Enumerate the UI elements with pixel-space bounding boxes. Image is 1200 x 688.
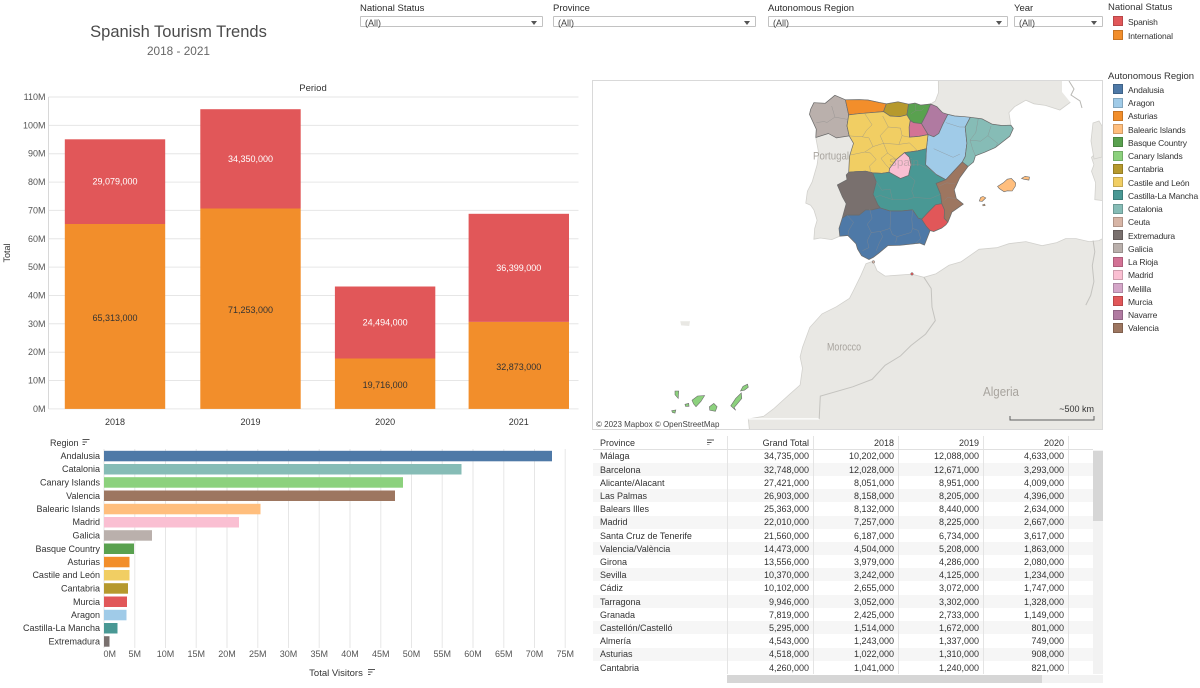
svg-text:45M: 45M <box>372 649 390 659</box>
svg-text:40M: 40M <box>341 649 359 659</box>
svg-text:70M: 70M <box>526 649 544 659</box>
svg-text:Aragon: Aragon <box>71 610 100 620</box>
svg-text:71,253,000: 71,253,000 <box>228 305 273 315</box>
svg-text:Spain: Spain <box>889 157 919 169</box>
svg-text:Morocco: Morocco <box>827 342 861 354</box>
svg-text:Canary Islands: Canary Islands <box>40 478 101 488</box>
svg-text:35M: 35M <box>310 649 328 659</box>
svg-text:Madrid: Madrid <box>72 517 100 527</box>
svg-text:2021: 2021 <box>509 417 529 427</box>
svg-text:32,873,000: 32,873,000 <box>496 362 541 372</box>
svg-text:10M: 10M <box>28 376 46 386</box>
svg-text:30M: 30M <box>280 649 298 659</box>
svg-text:Period: Period <box>299 83 326 94</box>
svg-text:50M: 50M <box>28 262 46 272</box>
svg-text:Total Visitors: Total Visitors <box>309 668 363 679</box>
svg-text:60M: 60M <box>464 649 482 659</box>
svg-text:Total: Total <box>2 243 12 262</box>
svg-text:80M: 80M <box>28 177 46 187</box>
svg-text:30M: 30M <box>28 319 46 329</box>
svg-text:Murcia: Murcia <box>73 597 100 607</box>
svg-text:60M: 60M <box>28 234 46 244</box>
svg-text:Castile and León: Castile and León <box>32 570 100 580</box>
svg-text:25M: 25M <box>249 649 267 659</box>
svg-text:50M: 50M <box>403 649 421 659</box>
svg-text:110M: 110M <box>24 92 46 102</box>
svg-text:100M: 100M <box>23 120 46 130</box>
svg-text:Portugal: Portugal <box>813 151 849 163</box>
svg-text:34,350,000: 34,350,000 <box>228 154 273 164</box>
svg-text:Catalonia: Catalonia <box>62 464 100 474</box>
svg-text:15M: 15M <box>187 649 205 659</box>
svg-text:70M: 70M <box>28 205 46 215</box>
svg-text:10M: 10M <box>157 649 175 659</box>
svg-text:Asturias: Asturias <box>67 557 100 567</box>
svg-text:Galicia: Galicia <box>72 531 100 541</box>
svg-text:36,399,000: 36,399,000 <box>496 263 541 273</box>
svg-text:24,494,000: 24,494,000 <box>363 318 408 328</box>
svg-text:75M: 75M <box>556 649 574 659</box>
svg-text:Extremadura: Extremadura <box>48 637 100 647</box>
svg-text:0M: 0M <box>33 404 46 414</box>
svg-text:Balearic Islands: Balearic Islands <box>36 504 100 514</box>
svg-text:Valencia: Valencia <box>66 491 100 501</box>
svg-text:29,079,000: 29,079,000 <box>92 177 137 187</box>
svg-text:Cantabria: Cantabria <box>61 584 100 594</box>
svg-text:19,716,000: 19,716,000 <box>363 380 408 390</box>
svg-text:40M: 40M <box>28 291 46 301</box>
svg-text:Basque Country: Basque Country <box>35 544 100 554</box>
svg-text:2018: 2018 <box>105 417 125 427</box>
svg-text:Algeria: Algeria <box>983 385 1019 399</box>
svg-text:Andalusia: Andalusia <box>60 451 100 461</box>
svg-text:Castilla-La Mancha: Castilla-La Mancha <box>23 623 100 633</box>
svg-text:~500 km: ~500 km <box>1059 404 1094 414</box>
svg-text:55M: 55M <box>433 649 451 659</box>
svg-text:65,313,000: 65,313,000 <box>92 313 137 323</box>
svg-text:0M: 0M <box>104 649 117 659</box>
svg-text:© 2023 Mapbox © OpenStreetMap: © 2023 Mapbox © OpenStreetMap <box>596 420 720 429</box>
svg-text:2020: 2020 <box>375 417 395 427</box>
svg-text:20M: 20M <box>218 649 236 659</box>
svg-text:Region: Region <box>50 438 79 448</box>
svg-text:65M: 65M <box>495 649 513 659</box>
svg-text:20M: 20M <box>28 347 46 357</box>
svg-text:90M: 90M <box>28 149 46 159</box>
svg-text:2019: 2019 <box>240 417 260 427</box>
svg-text:5M: 5M <box>129 649 142 659</box>
